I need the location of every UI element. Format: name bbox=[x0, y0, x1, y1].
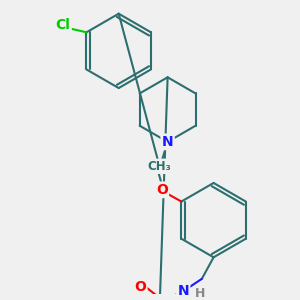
Text: N: N bbox=[178, 284, 189, 298]
Text: CH₃: CH₃ bbox=[147, 160, 171, 173]
Text: O: O bbox=[156, 183, 168, 197]
Text: Cl: Cl bbox=[56, 18, 70, 32]
Text: O: O bbox=[134, 280, 146, 294]
Text: N: N bbox=[162, 135, 173, 149]
Text: H: H bbox=[195, 287, 205, 300]
